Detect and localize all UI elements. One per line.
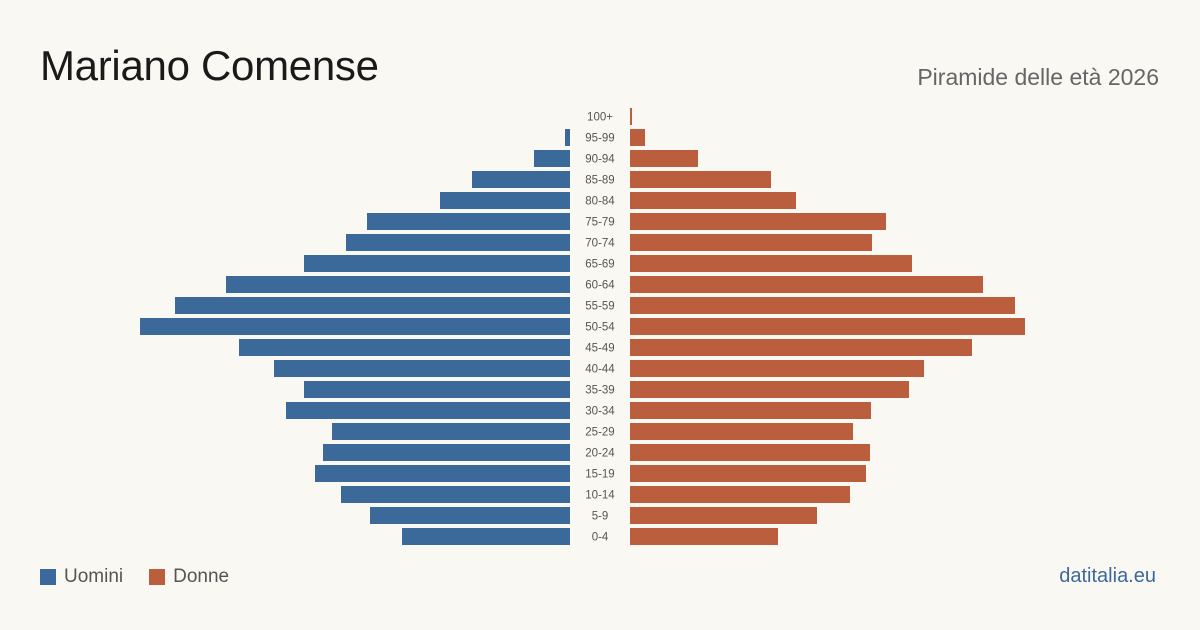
legend-label-men: Uomini — [64, 566, 124, 587]
age-label-35-39: 35-39 — [585, 385, 614, 397]
bar-women-75-79 — [630, 213, 886, 230]
bar-women-35-39 — [630, 381, 909, 398]
bar-women-15-19 — [630, 465, 866, 482]
bar-men-10-14 — [341, 486, 570, 503]
age-label-70-74: 70-74 — [585, 238, 615, 250]
bar-men-30-34 — [286, 402, 570, 419]
bar-women-55-59 — [630, 297, 1015, 314]
age-label-30-34: 30-34 — [585, 406, 615, 418]
bar-women-80-84 — [630, 192, 796, 209]
legend-swatch-men — [40, 569, 56, 585]
age-label-0-4: 0-4 — [592, 532, 609, 544]
bar-men-75-79 — [367, 213, 570, 230]
bar-women-30-34 — [630, 402, 871, 419]
age-label-5-9: 5-9 — [592, 511, 609, 523]
bar-men-35-39 — [304, 381, 570, 398]
bar-women-70-74 — [630, 234, 872, 251]
bar-women-95-99 — [630, 129, 645, 146]
legend-label-women: Donne — [173, 566, 230, 587]
bar-women-25-29 — [630, 423, 853, 440]
age-label-15-19: 15-19 — [585, 469, 614, 481]
bar-men-70-74 — [346, 234, 570, 251]
bar-men-5-9 — [370, 507, 570, 524]
legend-swatch-women — [149, 569, 166, 585]
age-label-90-94: 90-94 — [585, 154, 615, 166]
legend-item-men: Uomini — [40, 566, 123, 588]
age-label-95-99: 95-99 — [585, 133, 614, 145]
bar-women-5-9 — [630, 507, 817, 524]
age-label-20-24: 20-24 — [585, 448, 615, 460]
bar-men-0-4 — [402, 528, 570, 545]
legend: Uomini Donne — [40, 566, 255, 588]
age-label-80-84: 80-84 — [585, 196, 615, 208]
bar-women-85-89 — [630, 171, 771, 188]
bar-men-25-29 — [332, 423, 570, 440]
bar-women-90-94 — [630, 150, 698, 167]
age-label-40-44: 40-44 — [585, 364, 615, 376]
bar-women-45-49 — [630, 339, 972, 356]
legend-item-women: Donne — [149, 566, 229, 588]
bar-men-85-89 — [472, 171, 570, 188]
page-title: Mariano Comense — [40, 42, 379, 89]
bar-women-40-44 — [630, 360, 924, 377]
bar-women-10-14 — [630, 486, 850, 503]
age-label-100plus: 100+ — [587, 112, 613, 124]
bar-women-50-54 — [630, 318, 1025, 335]
bar-women-0-4 — [630, 528, 778, 545]
age-label-85-89: 85-89 — [585, 175, 614, 187]
bar-women-60-64 — [630, 276, 983, 293]
age-label-60-64: 60-64 — [585, 280, 615, 292]
chart-subtitle: Piramide delle età 2026 — [917, 64, 1159, 90]
bar-men-40-44 — [274, 360, 570, 377]
bar-women-65-69 — [630, 255, 912, 272]
age-label-55-59: 55-59 — [585, 301, 614, 313]
bar-men-15-19 — [315, 465, 570, 482]
bar-men-20-24 — [323, 444, 570, 461]
bar-women-100plus — [630, 108, 632, 125]
age-label-25-29: 25-29 — [585, 427, 614, 439]
bar-men-95-99 — [565, 129, 570, 146]
age-label-50-54: 50-54 — [585, 322, 615, 334]
bar-men-45-49 — [239, 339, 570, 356]
brand-link[interactable]: datitalia.eu — [1059, 565, 1156, 587]
age-label-75-79: 75-79 — [585, 217, 614, 229]
age-label-10-14: 10-14 — [585, 490, 615, 502]
bar-women-20-24 — [630, 444, 870, 461]
bar-men-90-94 — [534, 150, 570, 167]
bar-men-60-64 — [226, 276, 570, 293]
bar-men-65-69 — [304, 255, 570, 272]
bar-men-50-54 — [140, 318, 570, 335]
age-label-45-49: 45-49 — [585, 343, 614, 355]
age-label-65-69: 65-69 — [585, 259, 614, 271]
bar-men-80-84 — [440, 192, 570, 209]
bar-men-55-59 — [175, 297, 570, 314]
